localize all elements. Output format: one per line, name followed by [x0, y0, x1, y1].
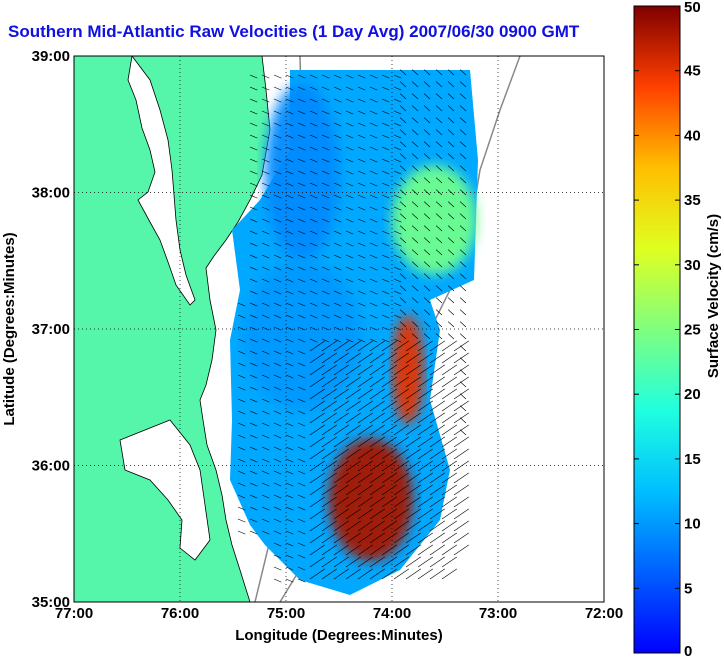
y-tick-label: 37:00 — [32, 321, 70, 338]
colorbar-tick-label: 25 — [684, 322, 701, 339]
x-tick-label: 77:00 — [55, 605, 93, 622]
chesapeake-bay — [127, 56, 196, 306]
colorbar-tick-label: 50 — [684, 0, 701, 16]
velocity-region-nearshore-north — [264, 83, 339, 261]
x-axis-ticks: 77:00 76:00 75:00 74:00 73:00 72:00 — [55, 605, 623, 622]
colorbar — [633, 5, 681, 654]
y-axis-ticks: 39:00 38:00 37:00 36:00 35:00 — [32, 48, 70, 611]
plot-frame — [73, 55, 605, 603]
colorbar-tick-label: 10 — [684, 516, 701, 533]
x-tick-label: 73:00 — [479, 605, 517, 622]
y-axis-label: Latitude (Degrees:Minutes) — [1, 232, 18, 425]
grid-lines — [74, 56, 604, 602]
colorbar-tick-label: 15 — [684, 451, 701, 468]
velocity-vectors — [237, 69, 470, 583]
x-tick-label: 74:00 — [373, 605, 411, 622]
x-tick-label: 72:00 — [585, 605, 623, 622]
velocity-region-east-north — [392, 165, 477, 275]
colorbar-ticks: 0 5 10 15 20 25 30 35 40 45 50 — [634, 0, 701, 659]
colorbar-tick-label: 40 — [684, 127, 701, 144]
colorbar-tick-label: 35 — [684, 192, 701, 209]
x-tick-label: 76:00 — [161, 605, 199, 622]
chart-title: Southern Mid-Atlantic Raw Velocities (1 … — [8, 22, 580, 41]
colorbar-tick-label: 30 — [684, 257, 701, 274]
colorbar-tick-label: 0 — [684, 643, 692, 659]
colorbar-tick-label: 20 — [684, 386, 701, 403]
velocity-region-central — [243, 260, 361, 411]
y-tick-label: 35:00 — [32, 594, 70, 611]
velocity-field — [230, 69, 478, 595]
x-tick-label: 75:00 — [267, 605, 305, 622]
x-axis-label: Longitude (Degrees:Minutes) — [235, 627, 443, 644]
y-tick-label: 39:00 — [32, 48, 70, 65]
colorbar-label: Surface Velocity (cm/s) — [705, 214, 722, 378]
velocity-region-gulf-stream-arm — [392, 315, 424, 425]
y-tick-label: 36:00 — [32, 458, 70, 475]
colorbar-tick-label: 45 — [684, 63, 701, 80]
sound-water — [119, 419, 211, 561]
y-tick-label: 38:00 — [32, 185, 70, 202]
colorbar-tick-label: 5 — [684, 580, 692, 597]
